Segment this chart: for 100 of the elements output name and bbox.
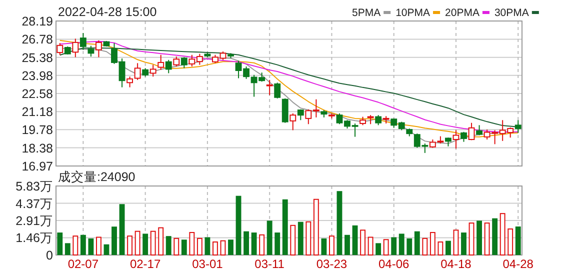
candlestick — [180, 56, 188, 69]
bar — [368, 236, 374, 256]
legend-label: 10PMA — [396, 7, 430, 19]
bar — [391, 237, 397, 255]
candlestick — [452, 130, 460, 150]
candlestick — [468, 122, 475, 141]
bar — [104, 244, 110, 255]
y-tick-label: 18.38 — [22, 141, 54, 156]
bar — [212, 241, 218, 256]
candlestick — [80, 32, 86, 50]
candlestick — [96, 40, 102, 58]
y-tick-label: 28.19 — [22, 14, 54, 28]
bar — [438, 241, 444, 256]
bar — [181, 240, 187, 255]
bar — [96, 236, 102, 256]
bar — [158, 227, 164, 256]
bar — [492, 218, 498, 255]
bar — [150, 230, 156, 256]
candlestick — [88, 45, 94, 58]
bar — [127, 236, 132, 256]
y-tick-label: 0 — [46, 248, 54, 262]
y-tick-label: 16.97 — [22, 160, 54, 174]
bar — [134, 230, 140, 256]
bar — [468, 222, 474, 256]
chart-title: 成交量:24090 — [58, 169, 136, 184]
bar — [329, 236, 334, 256]
candlestick — [476, 124, 482, 136]
candlestick — [158, 54, 164, 70]
y-tick-label: 23.98 — [22, 68, 54, 83]
bar — [119, 204, 125, 255]
bar — [266, 220, 272, 255]
bar — [228, 240, 234, 255]
bar — [174, 238, 180, 256]
candlestick — [514, 120, 522, 134]
bar — [251, 232, 257, 255]
legend-label: 20PMA — [445, 7, 480, 19]
bar — [446, 240, 451, 255]
x-tick-label: 04-18 — [440, 257, 472, 271]
bar — [80, 234, 86, 255]
bar — [336, 191, 342, 255]
y-tick-label: 19.78 — [22, 123, 54, 138]
candlestick — [367, 114, 374, 125]
x-tick-label: 03-11 — [254, 257, 285, 271]
bar — [313, 198, 319, 256]
bar — [259, 234, 265, 256]
x-tick-label: 03-23 — [316, 257, 348, 271]
x-tick-label: 04-28 — [502, 257, 534, 271]
bar — [508, 228, 514, 256]
candlestick — [274, 82, 281, 99]
x-tick-label: 04-06 — [378, 257, 410, 271]
bar — [360, 230, 366, 256]
bar — [476, 220, 482, 255]
bar — [515, 226, 521, 255]
bar — [204, 237, 210, 255]
candlestick — [460, 131, 467, 142]
bar — [57, 232, 63, 255]
bar — [166, 236, 172, 255]
bar — [112, 226, 117, 255]
legend-label: 5PMA — [352, 7, 381, 19]
candlestick — [165, 59, 172, 74]
candlestick — [290, 112, 296, 131]
legend-label: 30PMA — [494, 7, 529, 19]
bar — [352, 225, 358, 255]
bar — [344, 234, 350, 255]
candlestick — [72, 38, 79, 58]
bar — [244, 231, 249, 255]
candlestick — [266, 79, 273, 96]
candlestick — [56, 42, 64, 56]
bar — [236, 196, 242, 255]
bar — [484, 222, 490, 256]
y-tick-label: 5.83万 — [16, 180, 53, 194]
y-tick-label: 4.37万 — [16, 196, 53, 211]
y-tick-label: 22.58 — [22, 87, 54, 101]
y-tick-label: 25.38 — [22, 50, 54, 65]
bar — [414, 231, 420, 255]
bar — [72, 236, 78, 256]
bar — [500, 213, 506, 256]
y-tick-label: 21.18 — [22, 105, 54, 120]
bar — [376, 243, 382, 255]
bar — [398, 234, 404, 255]
x-tick-label: 02-17 — [130, 257, 161, 271]
bar — [383, 239, 389, 256]
candlestick — [282, 98, 288, 124]
x-tick-label: 03-01 — [192, 257, 224, 271]
candlestick — [173, 56, 180, 67]
y-tick-label: 26.78 — [22, 32, 54, 47]
y-tick-label: 2.91万 — [16, 214, 53, 228]
bar — [298, 222, 304, 255]
bar — [321, 238, 327, 255]
bar — [220, 240, 226, 256]
bar — [430, 232, 436, 256]
candlestick — [375, 114, 382, 126]
bar — [88, 238, 94, 255]
bar — [196, 238, 202, 256]
bar — [406, 238, 412, 255]
bar — [282, 199, 288, 255]
candlestick — [150, 64, 156, 78]
bar — [142, 234, 148, 255]
bar — [64, 243, 70, 255]
bar — [306, 221, 312, 256]
